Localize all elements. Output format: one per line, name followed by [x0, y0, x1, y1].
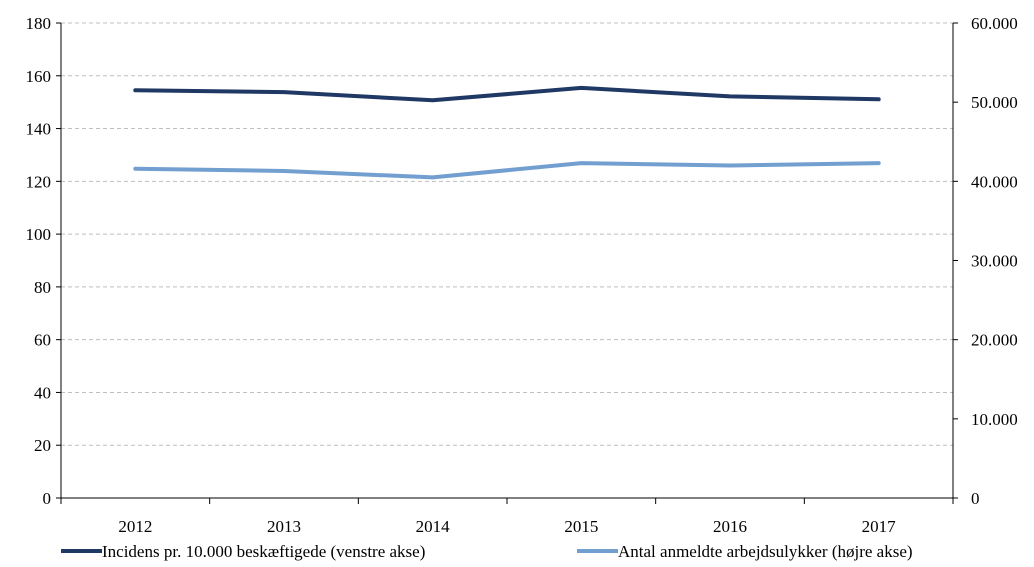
- series-line-1: [133, 85, 881, 103]
- x-tick-label: 2013: [267, 517, 301, 536]
- left-tick-label: 100: [26, 225, 52, 244]
- x-tick-label: 2016: [713, 517, 747, 536]
- series-lines: [133, 85, 881, 180]
- right-axis-ticks: 0 10.000 20.000 30.000 40.000 50.000 60.000: [953, 14, 1018, 508]
- x-tick-label: 2017: [862, 517, 897, 536]
- right-tick-label: 60.000: [971, 14, 1018, 33]
- left-tick-label: 180: [26, 14, 52, 33]
- x-axis-ticks: 2012 2013 2014 2015 2016 2017: [60, 498, 954, 536]
- left-axis-ticks: 0 20 40 60 80 100 120 140 160 180: [26, 14, 61, 508]
- right-tick-label: 0: [971, 489, 980, 508]
- x-tick-label: 2014: [416, 517, 451, 536]
- left-tick-label: 80: [34, 278, 51, 297]
- right-tick-label: 10.000: [971, 410, 1018, 429]
- legend-label: Antal anmeldte arbejdsulykker (højre aks…: [618, 542, 913, 561]
- gridlines: [61, 22, 953, 446]
- x-tick-label: 2012: [118, 517, 152, 536]
- legend: Incidens pr. 10.000 beskæftigede (venstr…: [61, 542, 913, 561]
- series-line-2: [133, 161, 881, 180]
- left-tick-label: 140: [26, 120, 52, 139]
- right-tick-label: 20.000: [971, 331, 1018, 350]
- right-tick-label: 30.000: [971, 252, 1018, 271]
- left-tick-label: 60: [34, 331, 51, 350]
- left-tick-label: 160: [26, 67, 52, 86]
- left-tick-label: 0: [43, 489, 52, 508]
- left-tick-label: 20: [34, 436, 51, 455]
- left-tick-label: 120: [26, 172, 52, 191]
- right-tick-label: 40.000: [971, 172, 1018, 191]
- right-tick-label: 50.000: [971, 93, 1018, 112]
- left-tick-label: 40: [34, 383, 51, 402]
- legend-label: Incidens pr. 10.000 beskæftigede (venstr…: [102, 542, 425, 561]
- x-tick-label: 2015: [564, 517, 598, 536]
